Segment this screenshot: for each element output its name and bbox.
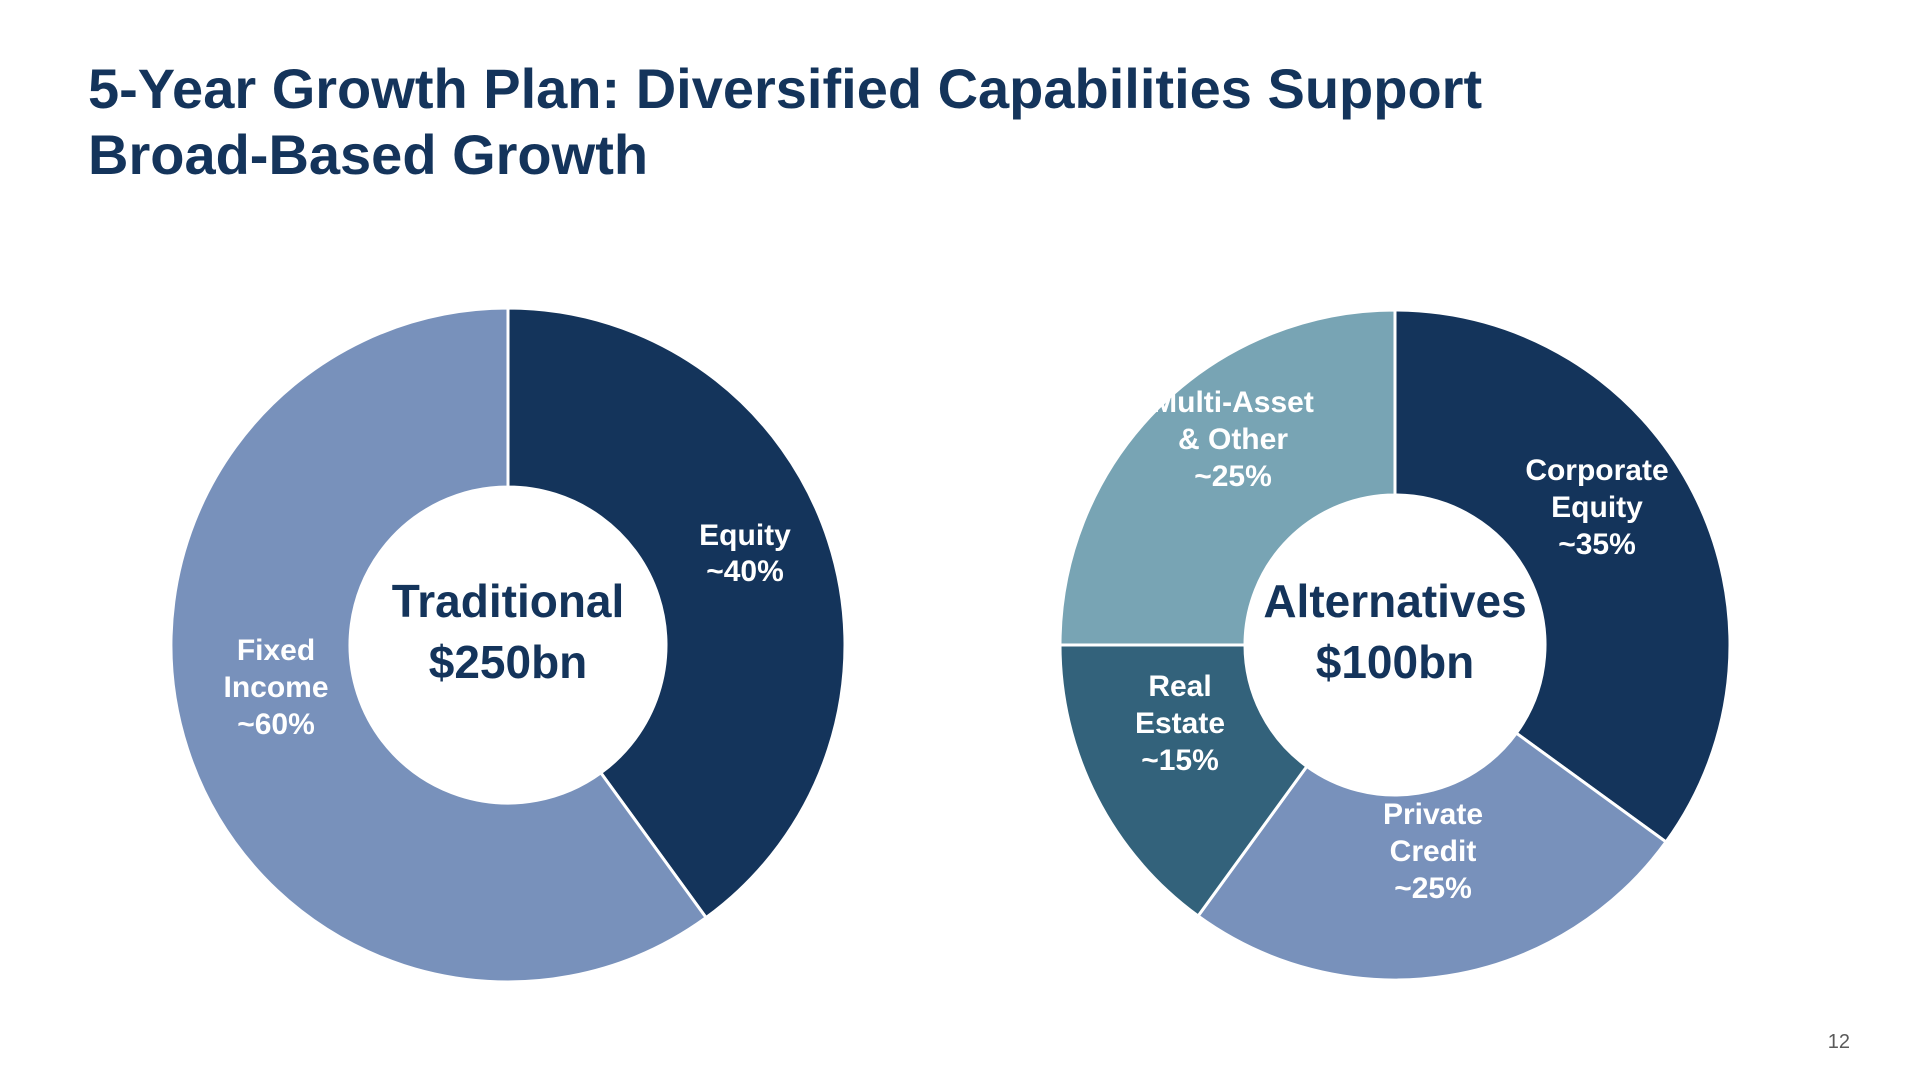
page-title: 5-Year Growth Plan: Diversified Capabili… — [88, 56, 1788, 188]
traditional-donut-chart: Equity ~40% Fixed Income ~60% Traditional $250… — [169, 306, 847, 984]
alternatives-center-label-line-2: $100bn — [1316, 636, 1475, 688]
traditional-center-label-line-2: $250bn — [429, 636, 588, 688]
alternatives-slice-label-multi-asset-other-line-1: Multi-Asset — [1152, 386, 1314, 419]
page-title-line-2: Broad-Based Growth — [88, 123, 649, 186]
alternatives-slice-multi-asset-other — [1058, 308, 1397, 647]
traditional-slice-label-equity-line-1: Equity — [699, 519, 791, 552]
alternatives-slice-label-real-estate: Real Estate ~15% — [1135, 670, 1225, 777]
alternatives-slice-corporate-equity — [1393, 308, 1732, 845]
alternatives-slice-label-corporate-equity-line-2: Equity — [1551, 491, 1643, 524]
alternatives-slice-label-private-credit-line-2: Credit — [1390, 835, 1477, 868]
traditional-slice-label-fixed-income: Fixed Income ~60% — [223, 634, 328, 741]
alternatives-slice-label-private-credit-line-1: Private — [1383, 798, 1483, 831]
alternatives-slice-label-corporate-equity-line-3: ~35% — [1558, 528, 1636, 561]
alternatives-slice-label-corporate-equity: Corporate Equity ~35% — [1525, 454, 1668, 561]
alternatives-donut-chart: Corporate Equity ~35% Private Credit ~25% Real… — [1058, 308, 1732, 982]
alternatives-slice-label-multi-asset-other-line-2: & Other — [1178, 423, 1288, 456]
alternatives-center-label: Alternatives $100bn — [1263, 575, 1526, 688]
traditional-center-label: Traditional $250bn — [392, 575, 625, 688]
traditional-slice-label-equity-line-2: ~40% — [706, 555, 784, 588]
traditional-slice-fixed-income — [169, 306, 709, 984]
alternatives-slice-private-credit — [1195, 731, 1669, 982]
alternatives-slice-label-private-credit: Private Credit ~25% — [1383, 798, 1483, 905]
traditional-slice-label-fixed-income-line-2: Income — [223, 671, 328, 704]
alternatives-slice-label-multi-asset-other: Multi-Asset & Other ~25% — [1152, 386, 1314, 493]
alternatives-slice-label-real-estate-line-1: Real — [1148, 670, 1211, 703]
traditional-slice-equity — [506, 306, 847, 920]
alternatives-slice-label-real-estate-line-2: Estate — [1135, 707, 1225, 740]
alternatives-slice-label-corporate-equity-line-1: Corporate — [1525, 454, 1668, 487]
alternatives-slice-label-multi-asset-other-line-3: ~25% — [1194, 460, 1272, 493]
traditional-slice-label-equity: Equity ~40% — [699, 519, 791, 588]
alternatives-slice-real-estate — [1058, 643, 1309, 919]
page-number: 12 — [1827, 1031, 1850, 1053]
page-title-line-1: 5-Year Growth Plan: Diversified Capabili… — [88, 57, 1483, 120]
traditional-slice-label-fixed-income-line-3: ~60% — [237, 708, 315, 741]
alternatives-center-label-line-1: Alternatives — [1263, 575, 1526, 627]
alternatives-slice-label-private-credit-line-3: ~25% — [1394, 872, 1472, 905]
traditional-center-label-line-1: Traditional — [392, 575, 625, 627]
traditional-slice-label-fixed-income-line-1: Fixed — [237, 634, 315, 667]
alternatives-slice-label-real-estate-line-3: ~15% — [1141, 744, 1219, 777]
